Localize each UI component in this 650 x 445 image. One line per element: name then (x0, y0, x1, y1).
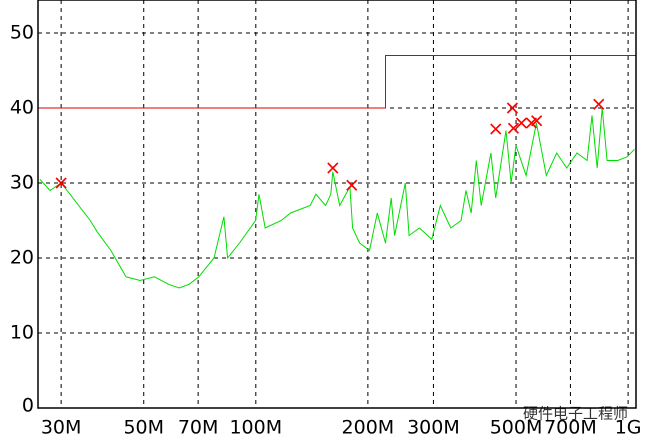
marker (506, 102, 519, 114)
watermark: 硬件电子工程师 (523, 405, 628, 423)
x-tick-label: 100M (229, 417, 282, 439)
x-tick-label: 70M (178, 417, 219, 439)
marker (515, 117, 528, 129)
marker (593, 98, 605, 110)
series-line (38, 55, 636, 109)
series-line (39, 107, 635, 289)
plot-area (38, 0, 636, 408)
y-tick-label: 0 (22, 395, 34, 417)
x-tick-label: 200M (342, 417, 395, 439)
x-tick-label: 300M (407, 417, 460, 439)
x-tick-label: 500M (490, 417, 543, 439)
plot-frame (37, 0, 637, 409)
y-tick-label: 40 (10, 97, 34, 119)
y-tick-label: 10 (10, 322, 34, 344)
marker (346, 179, 358, 191)
marker (55, 177, 67, 189)
y-tick-label: 30 (10, 172, 34, 194)
marker (507, 122, 519, 134)
x-tick-label: 1G (615, 417, 642, 439)
marker (531, 115, 543, 127)
x-tick-label: 700M (544, 417, 597, 439)
y-tick-label: 50 (10, 22, 34, 44)
y-tick-label: 20 (10, 247, 34, 269)
marker (327, 162, 339, 174)
x-tick-label: 50M (123, 417, 164, 439)
marker (490, 123, 502, 135)
x-tick-label: 30M (41, 417, 82, 439)
